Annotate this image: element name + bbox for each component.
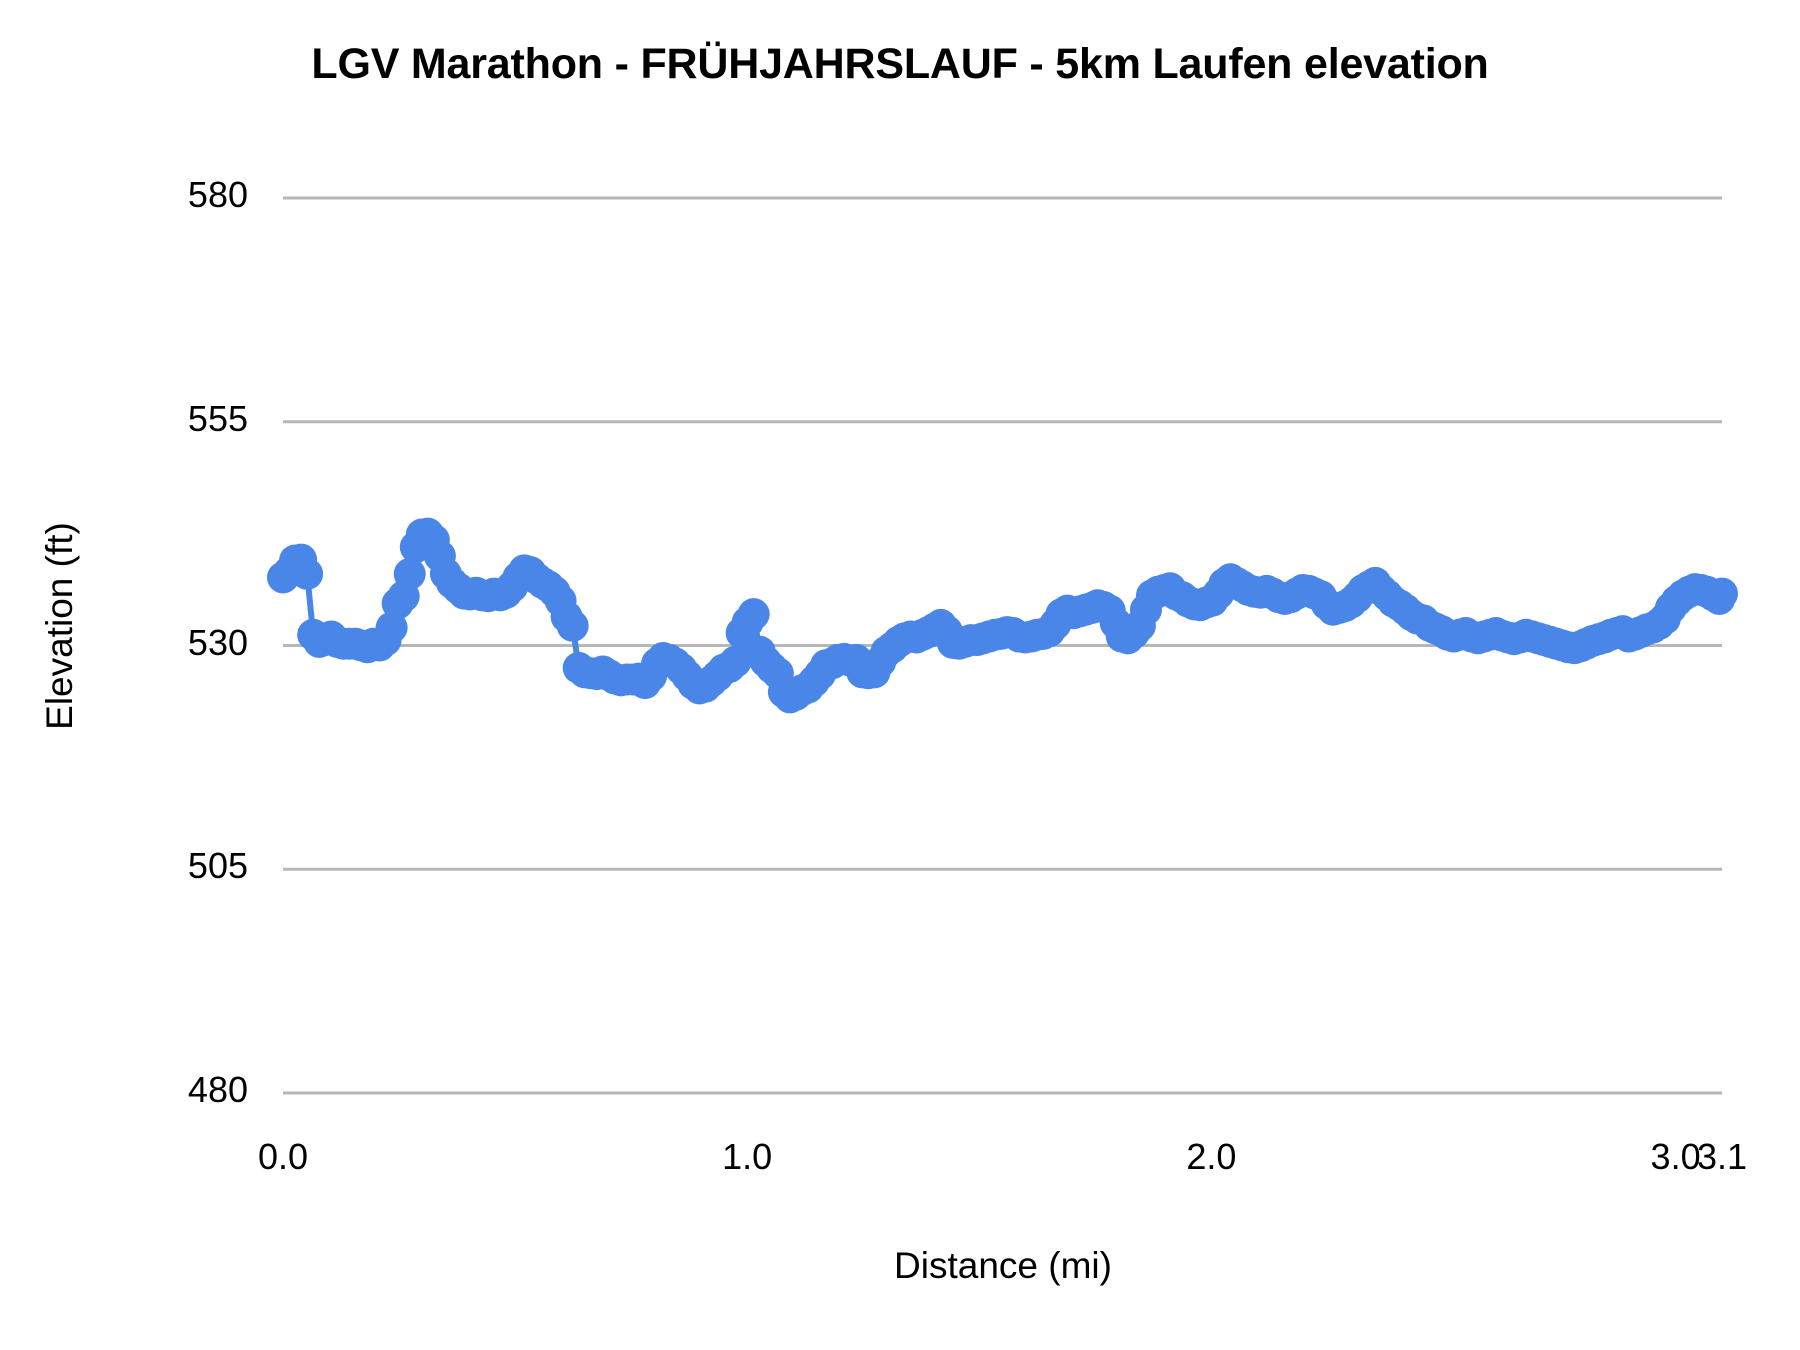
x-tick-label: 3.1: [1696, 1136, 1748, 1177]
series-elevation: [267, 517, 1738, 714]
y-tick-label: 530: [187, 621, 248, 663]
y-tick-label: 505: [187, 845, 248, 887]
y-tick-label: 555: [187, 397, 248, 439]
y-tick-label: 480: [187, 1069, 248, 1110]
data-point[interactable]: [375, 611, 408, 644]
y-tick-label: 580: [187, 174, 248, 215]
x-tick-label: 1.0: [722, 1136, 773, 1177]
x-tick-label: 2.0: [1186, 1136, 1237, 1177]
data-point[interactable]: [393, 557, 426, 590]
x-axis-title: Distance (mi): [894, 1245, 1112, 1286]
x-tick-label: 0.0: [257, 1136, 309, 1177]
data-point[interactable]: [719, 645, 752, 678]
series-line: [280, 530, 1725, 701]
data-point[interactable]: [1706, 577, 1738, 610]
data-point[interactable]: [291, 557, 324, 590]
data-point[interactable]: [737, 598, 770, 631]
data-point[interactable]: [556, 609, 589, 642]
y-axis-title: Elevation (ft): [39, 522, 80, 730]
x-tick-label: 3.0: [1650, 1136, 1701, 1177]
chart-title: LGV Marathon - FRÜHJAHRSLAUF - 5km Laufe…: [311, 40, 1489, 88]
